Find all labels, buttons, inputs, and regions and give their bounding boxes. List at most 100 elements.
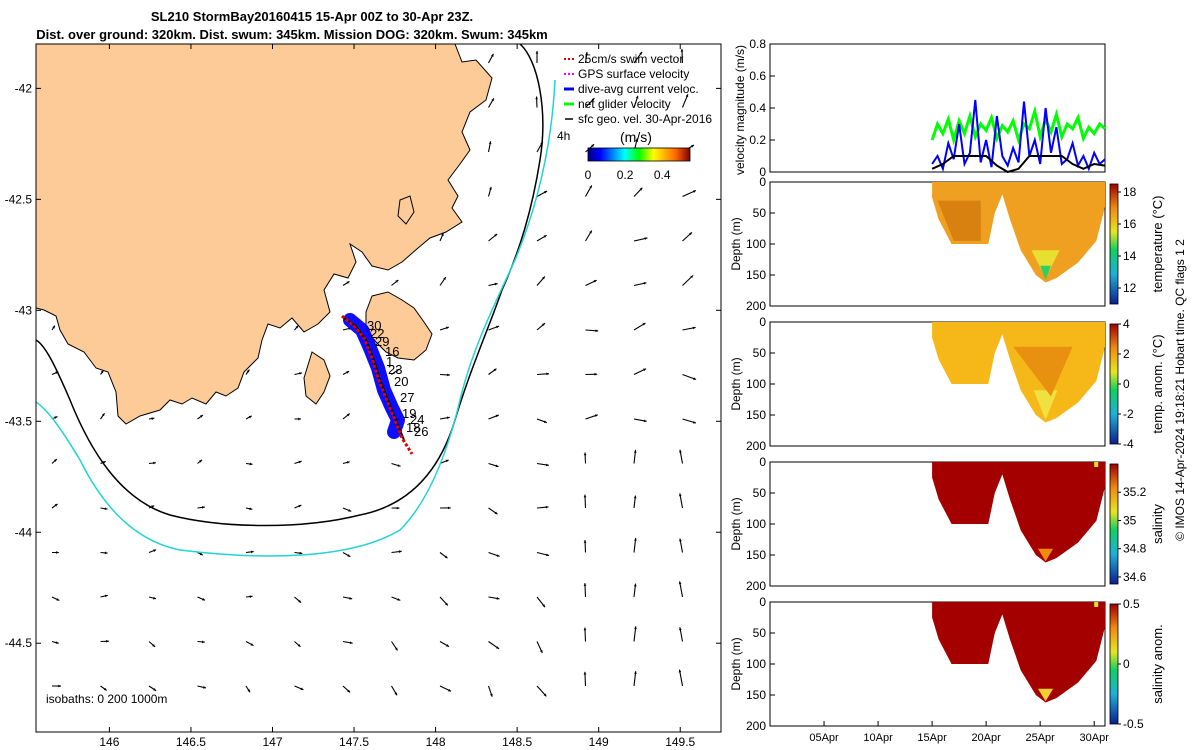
track-day-label: 19 [402,406,416,421]
section-ytick-label: 150 [746,688,766,702]
velocity-arrow-head [199,552,203,556]
velocity-arrow-head [397,464,401,467]
section-colorbar-tick-label: 0 [1123,377,1130,391]
velocity-arrow-head [583,539,587,543]
velocity-arrow-head [103,687,107,691]
section-panel: 0 50 100 150 200 Depth (m) -4 -2 0 2 4 temp. anom. … [729,315,1165,453]
velocity-arrow-head [446,416,450,420]
velocity-arrow-head [298,599,302,603]
map-ytick-label: -43 [15,303,33,317]
velocity-arrow-head [593,280,597,283]
velocity-arrow-head [104,507,108,511]
velocity-arrow-head [299,551,303,555]
velocity-arrow-head [445,326,449,330]
velocity-arrow-head [678,493,682,497]
section-data-accent [1094,462,1099,467]
velocity-arrow-head [594,414,598,417]
velocity-arrow-head [692,326,696,330]
velocity-arrow-head [52,325,55,329]
footer-credit: © IMOS 14-Apr-2024 19:18:21 Hobart time.… [1173,239,1187,541]
velocity-arrow-head [297,643,301,647]
velocity-arrow-head [395,280,399,283]
velocity-arrow-head [151,505,155,508]
velocity-arrow-head [544,190,548,194]
velocity-arrow-head [298,460,302,464]
section-colorbar [1109,463,1119,585]
velocity-arrow-head [104,594,108,598]
velocity-arrow-head [589,230,592,234]
velocity-arrow-head [494,233,498,237]
velocity-arrow-head [634,626,637,630]
velocity-arrow-head [678,581,682,585]
velocity-arrow-head [444,555,448,559]
velocity-arrow-head [295,325,299,329]
velocity-arrow-head [535,50,539,54]
velocity-arrow-head [542,323,545,326]
velocity-arrow-head [54,416,58,419]
section-data-field [932,602,1105,703]
velocity-arrow-head [445,459,449,463]
velocity-arrow-head [58,684,62,688]
velocity-arrow-head [153,461,156,465]
map-ytick-label: -42.5 [5,192,33,206]
section-ytick-label: 50 [753,486,767,500]
velocity-arrow-head [445,602,448,606]
velocity-arrow-head [583,671,587,675]
section-colorbar-tick-label: 34.8 [1123,542,1147,556]
tasmania-land [36,44,493,425]
velocity-arrow [678,669,684,687]
section-data-accent [1094,602,1099,607]
section-ylabel: Depth (m) [729,497,743,550]
velocity-arrow-head [199,415,203,418]
glider-track-dive-avg [343,313,405,439]
map-x-axis: 146 146.5 147 147.5 148 148.5 149 149.5 [99,44,696,749]
velocity-arrow-head [633,583,637,587]
section-colorbar-tick-label: 2 [1123,347,1130,361]
velocity-arrow-head [489,186,492,190]
velocity-arrow-head [101,413,105,417]
velocity-arrow-head [247,689,250,693]
velocity-arrow-head [53,459,57,462]
velocity-arrow-head [346,413,350,417]
track-day-label: 27 [400,390,414,405]
isobath-label: isobaths: 0 200 1000m [46,692,167,706]
section-data-accent [1031,250,1060,279]
velocity-arrow-head [635,95,639,99]
velocity-arrow-head [496,554,500,557]
velocity-arrow-head [300,687,304,690]
velocity-arrow-head [441,233,444,237]
section-ytick-label: 50 [753,206,767,220]
velocity-arrow-head [248,415,252,419]
velocity-arrow-head [55,641,59,644]
track-day-label: 16 [385,344,399,359]
section-ytick-label: 200 [746,719,766,733]
velocity-arrow-head [589,185,592,189]
velocity-arrow-head [543,420,547,423]
section-colorbar-label: temperature (°C) [1150,196,1165,293]
velocity-arrow-head [396,506,400,510]
velocity-arrow-head [490,53,494,57]
velocity-panel: 0 0.2 0.4 0.6 0.8 velocity magnitude (m/s) [733,37,1106,179]
velocity-arrow-head [447,506,451,510]
velocity-arrow-head [685,94,689,98]
section-ytick-label: 100 [746,517,766,531]
velocity-arrow-head [693,377,697,380]
velocity-arrow-head [679,449,682,453]
velocity-arrow-head [689,232,692,236]
map-xtick-label: 147 [262,735,282,749]
velocity-arrow-head [201,506,205,509]
velocity-arrow-head [679,627,682,631]
velocity-arrow-head [394,692,398,696]
velocity-arrow-head [545,505,549,509]
section-colorbar-label: salinity anom. [1150,624,1165,703]
section-colorbar-label: salinity [1150,504,1165,544]
velocity-arrow-head [643,368,647,372]
velocity-series-line [930,105,1106,146]
velocity-arrow-head [249,462,253,466]
section-ytick-label: 0 [759,315,766,329]
velocity-ytick-label: 0.2 [749,133,766,147]
velocity-series-line [931,155,1106,174]
